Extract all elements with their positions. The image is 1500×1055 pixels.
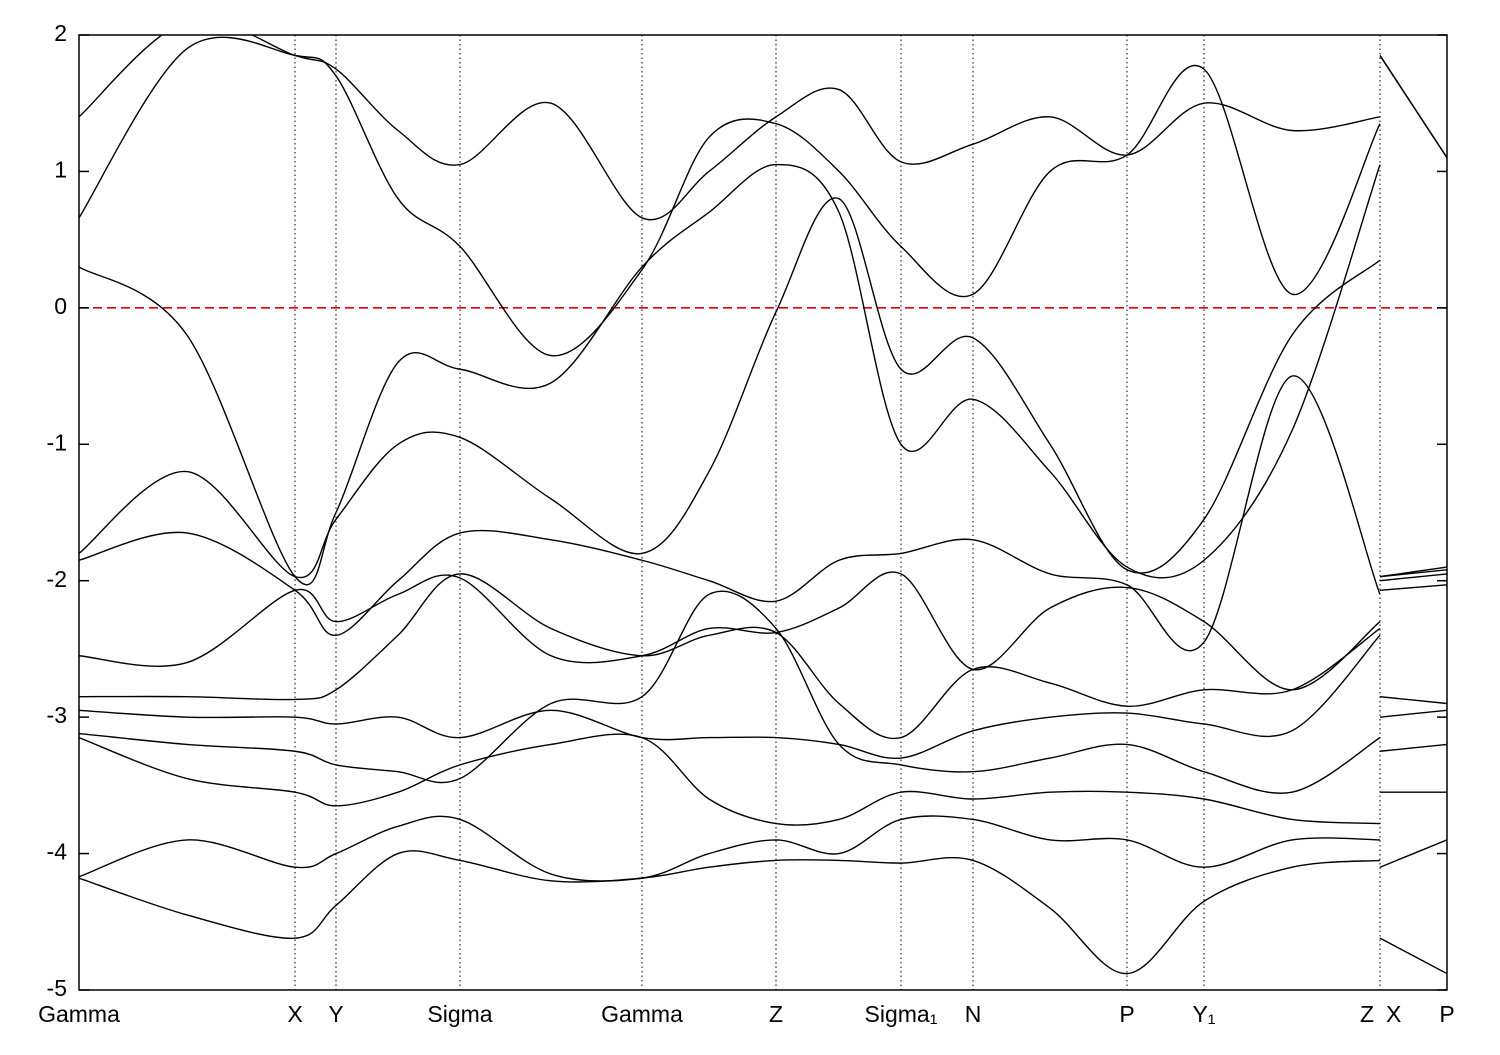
band-line — [1379, 55, 1447, 159]
band-line — [1379, 937, 1447, 975]
band-line — [79, 733, 1381, 826]
x-tick-label: Z — [769, 1001, 783, 1027]
y-tick-label: -5 — [47, 975, 67, 1001]
y-tick-label: 2 — [54, 20, 67, 46]
band-line — [1379, 743, 1447, 752]
x-tick-label: Y₁ — [1192, 1001, 1215, 1027]
band-line — [79, 163, 1381, 586]
x-tick-label: Sigma₁ — [865, 1001, 938, 1027]
band-line — [79, 197, 1381, 579]
plot-frame — [78, 34, 1448, 991]
x-tick-label: P — [1439, 1001, 1454, 1027]
band-line — [79, 815, 1381, 882]
plot-area — [79, 35, 1447, 990]
band-line — [1379, 695, 1447, 705]
x-tick-label: Y — [328, 1001, 343, 1027]
x-tick-label: Sigma — [427, 1001, 492, 1027]
band-line — [1379, 573, 1447, 582]
y-tick-label: -1 — [47, 429, 67, 455]
band-line — [1379, 566, 1447, 578]
band-line — [1379, 584, 1447, 591]
y-tick-label: 1 — [54, 157, 67, 183]
band-line — [79, 850, 1381, 975]
y-tick-label: 0 — [54, 293, 67, 319]
x-tick-label: P — [1119, 1001, 1134, 1027]
x-tick-label: Gamma — [601, 1001, 683, 1027]
band-line — [79, 573, 1381, 740]
band-line — [79, 634, 1381, 760]
y-tick-label: -4 — [47, 839, 68, 865]
x-tick-label: Z — [1360, 1001, 1374, 1027]
band-line — [79, 36, 1381, 357]
band-line — [79, 35, 1381, 221]
x-tick-label: Gamma — [38, 1001, 120, 1027]
band-line — [79, 571, 1381, 691]
y-tick-label: -3 — [47, 702, 67, 728]
x-tick-label: X — [1386, 1001, 1401, 1027]
x-tick-label: X — [287, 1001, 302, 1027]
x-tick-label: N — [965, 1001, 982, 1027]
band-line — [1379, 839, 1447, 868]
y-tick-label: -2 — [47, 566, 67, 592]
band-line — [79, 375, 1381, 652]
band-line — [1379, 709, 1447, 718]
band-line — [79, 590, 1381, 794]
